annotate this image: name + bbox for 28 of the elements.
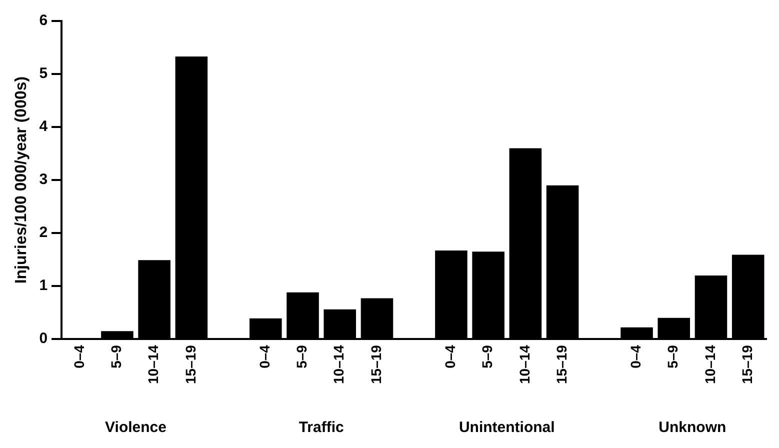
y-tick-label: 0 — [39, 330, 48, 348]
x-tick-label: 15–19 — [738, 344, 755, 384]
x-tick-label: 15–19 — [182, 344, 198, 384]
y-tick-label: 4 — [39, 118, 48, 136]
y-tick-label: 1 — [39, 277, 48, 294]
y-tick-label: 2 — [39, 224, 48, 242]
text: Traffic — [298, 419, 344, 436]
x-tick-label: 5–9 — [664, 344, 681, 368]
text: Violence — [105, 419, 166, 436]
x-tick-label: 15–19 — [553, 344, 570, 384]
y-tick-label: 3 — [39, 171, 48, 188]
x-tick-label: 0–4 — [628, 344, 644, 368]
x-tick-label: 0–4 — [70, 344, 87, 368]
y-tick-label: 5 — [39, 65, 48, 82]
x-tick-label: 10–14 — [702, 344, 718, 384]
x-tick-label: 15–19 — [368, 344, 384, 384]
x-tick-label: 0–4 — [256, 344, 273, 368]
y-axis-title: Injuries/100 000/year (000s) — [13, 76, 30, 284]
x-tick-label: 10–14 — [330, 344, 347, 384]
text: Unknown — [658, 419, 726, 436]
text: Unintentional — [458, 419, 555, 436]
x-tick-label: 5–9 — [479, 344, 496, 368]
y-tick-label: 6 — [39, 12, 48, 30]
x-tick-label: 5–9 — [108, 344, 124, 368]
x-tick-label: 5–9 — [294, 344, 310, 368]
x-tick-label: 10–14 — [145, 344, 162, 384]
x-tick-label: 0–4 — [442, 344, 458, 368]
x-tick-label: 10–14 — [516, 344, 532, 384]
